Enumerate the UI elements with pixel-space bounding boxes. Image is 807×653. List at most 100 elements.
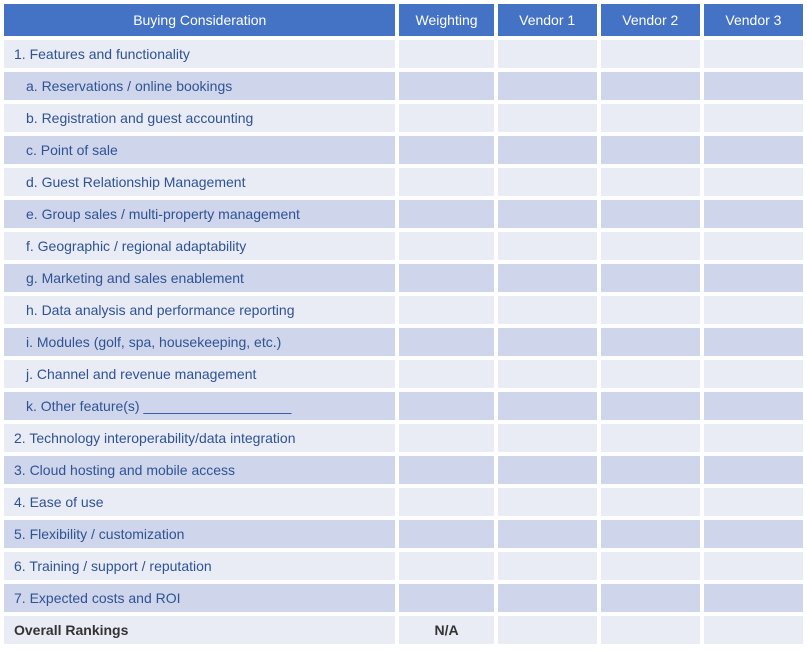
vendor-2-cell: [599, 102, 702, 134]
row-label: Overall Rankings: [2, 614, 397, 646]
row-label: g. Marketing and sales enablement: [2, 262, 397, 294]
weighting-cell: [397, 230, 495, 262]
vendor-1-cell: [496, 134, 599, 166]
vendor-3-cell: [702, 262, 805, 294]
row-label: 3. Cloud hosting and mobile access: [2, 454, 397, 486]
weighting-cell: [397, 358, 495, 390]
weighting-cell: [397, 166, 495, 198]
vendor-2-cell: [599, 294, 702, 326]
row-label: k. Other feature(s) ___________________: [2, 390, 397, 422]
vendor-2-cell: [599, 422, 702, 454]
row-label: 1. Features and functionality: [2, 38, 397, 70]
vendor-1-cell: [496, 358, 599, 390]
weighting-cell: [397, 294, 495, 326]
weighting-cell: [397, 582, 495, 614]
vendor-1-cell: [496, 70, 599, 102]
row-label: j. Channel and revenue management: [2, 358, 397, 390]
vendor-3-cell: [702, 166, 805, 198]
table-row: e. Group sales / multi-property manageme…: [2, 198, 805, 230]
vendor-2-cell: [599, 326, 702, 358]
table-row: a. Reservations / online bookings: [2, 70, 805, 102]
vendor-3-cell: [702, 390, 805, 422]
table-header-row: Buying Consideration Weighting Vendor 1 …: [2, 2, 805, 38]
vendor-3-cell: [702, 294, 805, 326]
vendor-3-cell: [702, 102, 805, 134]
vendor-3-cell: [702, 454, 805, 486]
table-row: d. Guest Relationship Management: [2, 166, 805, 198]
vendor-3-cell: [702, 38, 805, 70]
vendor-2-cell: [599, 70, 702, 102]
weighting-cell: [397, 198, 495, 230]
vendor-1-cell: [496, 550, 599, 582]
weighting-cell: [397, 326, 495, 358]
vendor-1-cell: [496, 390, 599, 422]
row-label: e. Group sales / multi-property manageme…: [2, 198, 397, 230]
vendor-3-cell: [702, 550, 805, 582]
vendor-1-cell: [496, 198, 599, 230]
row-label: b. Registration and guest accounting: [2, 102, 397, 134]
vendor-1-cell: [496, 326, 599, 358]
vendor-1-cell: [496, 518, 599, 550]
vendor-1-cell: [496, 294, 599, 326]
vendor-2-cell: [599, 614, 702, 646]
vendor-3-cell: [702, 518, 805, 550]
vendor-1-cell: [496, 230, 599, 262]
vendor-2-cell: [599, 134, 702, 166]
vendor-2-cell: [599, 550, 702, 582]
row-label: c. Point of sale: [2, 134, 397, 166]
table-row: 7. Expected costs and ROI: [2, 582, 805, 614]
table-row: 1. Features and functionality: [2, 38, 805, 70]
vendor-2-cell: [599, 262, 702, 294]
weighting-cell: [397, 262, 495, 294]
row-label: 7. Expected costs and ROI: [2, 582, 397, 614]
vendor-3-cell: [702, 486, 805, 518]
row-label: 2. Technology interoperability/data inte…: [2, 422, 397, 454]
row-label: h. Data analysis and performance reporti…: [2, 294, 397, 326]
table-row: g. Marketing and sales enablement: [2, 262, 805, 294]
row-label: 5. Flexibility / customization: [2, 518, 397, 550]
vendor-3-cell: [702, 614, 805, 646]
row-label: 4. Ease of use: [2, 486, 397, 518]
weighting-cell: [397, 422, 495, 454]
weighting-cell: [397, 70, 495, 102]
weighting-cell: [397, 454, 495, 486]
table-row: 5. Flexibility / customization: [2, 518, 805, 550]
row-label: f. Geographic / regional adaptability: [2, 230, 397, 262]
table-row: 2. Technology interoperability/data inte…: [2, 422, 805, 454]
row-label: a. Reservations / online bookings: [2, 70, 397, 102]
weighting-cell: [397, 38, 495, 70]
row-label: i. Modules (golf, spa, housekeeping, etc…: [2, 326, 397, 358]
column-header-vendor-3: Vendor 3: [702, 2, 805, 38]
table-row: f. Geographic / regional adaptability: [2, 230, 805, 262]
vendor-2-cell: [599, 230, 702, 262]
vendor-2-cell: [599, 166, 702, 198]
vendor-1-cell: [496, 38, 599, 70]
vendor-3-cell: [702, 582, 805, 614]
weighting-cell: [397, 486, 495, 518]
vendor-1-cell: [496, 582, 599, 614]
vendor-2-cell: [599, 454, 702, 486]
vendor-2-cell: [599, 390, 702, 422]
vendor-1-cell: [496, 422, 599, 454]
vendor-3-cell: [702, 70, 805, 102]
vendor-1-cell: [496, 454, 599, 486]
row-label: d. Guest Relationship Management: [2, 166, 397, 198]
vendor-3-cell: [702, 326, 805, 358]
table-row: h. Data analysis and performance reporti…: [2, 294, 805, 326]
vendor-1-cell: [496, 262, 599, 294]
vendor-1-cell: [496, 102, 599, 134]
weighting-cell: [397, 518, 495, 550]
vendor-3-cell: [702, 358, 805, 390]
vendor-2-cell: [599, 582, 702, 614]
table-row: c. Point of sale: [2, 134, 805, 166]
table-row: i. Modules (golf, spa, housekeeping, etc…: [2, 326, 805, 358]
vendor-comparison-table: Buying Consideration Weighting Vendor 1 …: [2, 2, 805, 646]
column-header-weighting: Weighting: [397, 2, 495, 38]
weighting-cell: [397, 390, 495, 422]
vendor-3-cell: [702, 422, 805, 454]
vendor-3-cell: [702, 198, 805, 230]
vendor-3-cell: [702, 134, 805, 166]
vendor-2-cell: [599, 38, 702, 70]
vendor-1-cell: [496, 614, 599, 646]
vendor-1-cell: [496, 166, 599, 198]
